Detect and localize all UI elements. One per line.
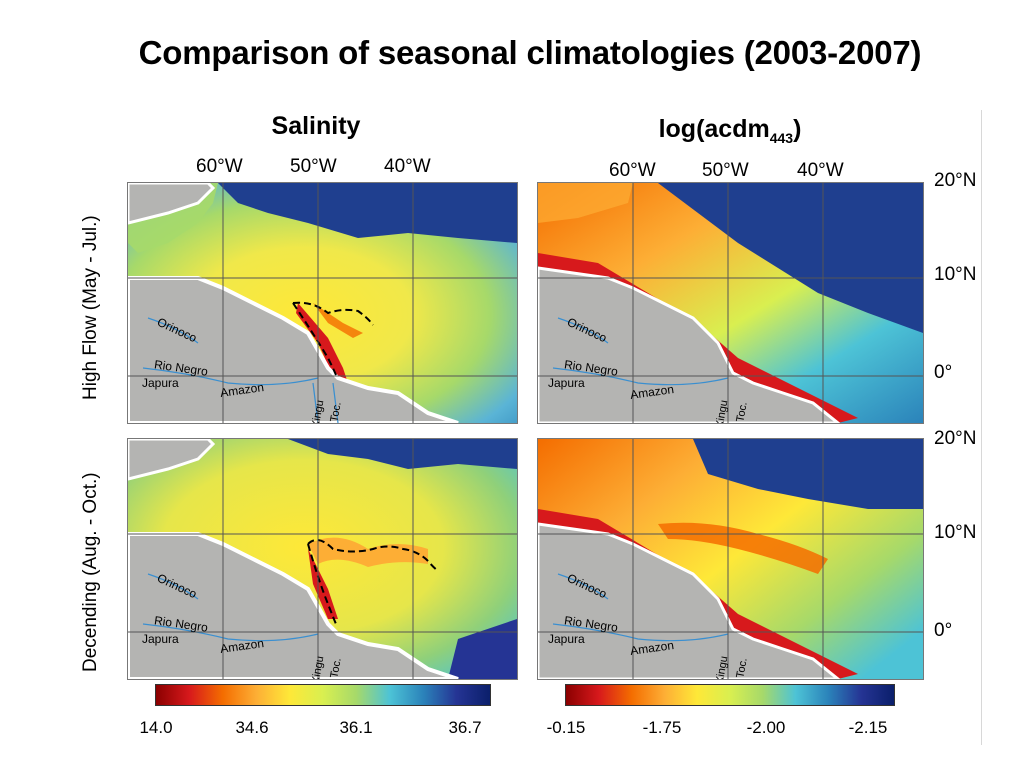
map-grid xyxy=(538,183,923,423)
salinity-front-line xyxy=(292,301,374,326)
lat-label-20n-top: 20°N xyxy=(934,170,977,191)
low-cdom-region xyxy=(658,183,923,333)
caribbean-landmass xyxy=(128,439,216,481)
lon-label-50w-left: 50°W xyxy=(290,156,337,177)
row-label-decending: Decending (Aug. - Oct.) xyxy=(80,472,101,672)
salinity-tick-36-7: 36.7 xyxy=(448,718,482,737)
salinity-colorbar xyxy=(155,684,491,706)
acdm-tick-neg0-15: -0.15 xyxy=(546,718,586,737)
low-cdom-region xyxy=(693,439,923,509)
salinity-front-coast-line xyxy=(307,543,337,625)
south-america-landmass xyxy=(128,276,459,423)
label-japura: Japura xyxy=(548,376,585,390)
map-grid xyxy=(128,439,517,679)
row-label-high-flow: High Flow (May - Jul.) xyxy=(80,215,101,400)
label-japura: Japura xyxy=(548,632,585,646)
caribbean-region xyxy=(538,183,633,223)
salinity-tick-36-1: 36.1 xyxy=(339,718,373,737)
label-japura: Japura xyxy=(142,376,179,390)
lon-label-40w-right: 40°W xyxy=(797,160,844,181)
amazon-river xyxy=(142,623,319,642)
salinity-tick-14: 14.0 xyxy=(139,718,173,737)
south-america-landmass xyxy=(128,532,459,679)
acdm-tick-neg2-00: -2.00 xyxy=(746,718,786,737)
acdm-title-main: log(acdm xyxy=(658,115,770,143)
high-salinity-southeast xyxy=(448,619,517,679)
acdm-title-close: ) xyxy=(793,115,802,143)
map-salinity-high-flow: Orinoco Rio Negro Japura Amazon Xingu To… xyxy=(127,182,518,424)
map-salinity-decending: Orinoco Rio Negro Japura Amazon Xingu To… xyxy=(127,438,518,680)
orinoco-river xyxy=(557,573,609,600)
acdm-colorbar xyxy=(565,684,895,706)
salinity-title: Salinity xyxy=(271,112,361,140)
high-salinity-region xyxy=(218,183,517,243)
retroflection-plume xyxy=(308,537,428,567)
acdm-title-sub: 443 xyxy=(769,130,794,146)
lon-label-50w-right: 50°W xyxy=(702,160,749,181)
lon-label-60w-right: 60°W xyxy=(609,160,656,181)
tocantins-river xyxy=(332,382,339,423)
orinoco-river xyxy=(147,573,199,600)
amazon-river xyxy=(142,367,319,386)
map-acdm-high-flow: Orinoco Rio Negro Japura Amazon Xingu To… xyxy=(537,182,924,424)
lat-label-20n-bottom: 20°N xyxy=(934,428,977,449)
amazon-river xyxy=(552,367,729,386)
salinity-tick-34-6: 34.6 xyxy=(235,718,269,737)
high-salinity-region xyxy=(288,439,517,469)
xingu-river xyxy=(312,382,319,423)
salinity-front-coast-line xyxy=(292,302,337,376)
lat-label-10n-top: 10°N xyxy=(934,264,977,285)
lat-label-0-bottom: 0° xyxy=(934,620,953,641)
map-acdm-decending: Orinoco Rio Negro Japura Amazon Xingu To… xyxy=(537,438,924,680)
amazon-river xyxy=(552,623,729,642)
map-grid xyxy=(538,439,923,679)
salinity-front-line xyxy=(307,539,439,572)
lon-label-40w-left: 40°W xyxy=(384,156,431,177)
lon-label-60w-left: 60°W xyxy=(196,156,243,177)
amazon-plume xyxy=(296,303,348,383)
lat-label-10n-bottom: 10°N xyxy=(934,522,977,543)
orinoco-river xyxy=(557,317,609,344)
acdm-tick-neg2-15: -2.15 xyxy=(848,718,888,737)
caribbean-landmass xyxy=(128,183,216,225)
slide-title: Comparison of seasonal climatologies (20… xyxy=(138,34,922,71)
label-japura: Japura xyxy=(142,632,179,646)
acdm-title: log(acdm443) xyxy=(610,115,850,146)
retroflection-plume xyxy=(658,522,828,574)
slide-edge-divider xyxy=(981,110,982,745)
map-grid xyxy=(128,183,517,423)
orinoco-river xyxy=(147,317,199,344)
acdm-tick-neg1-75: -1.75 xyxy=(642,718,682,737)
lat-label-0-top: 0° xyxy=(934,362,953,383)
